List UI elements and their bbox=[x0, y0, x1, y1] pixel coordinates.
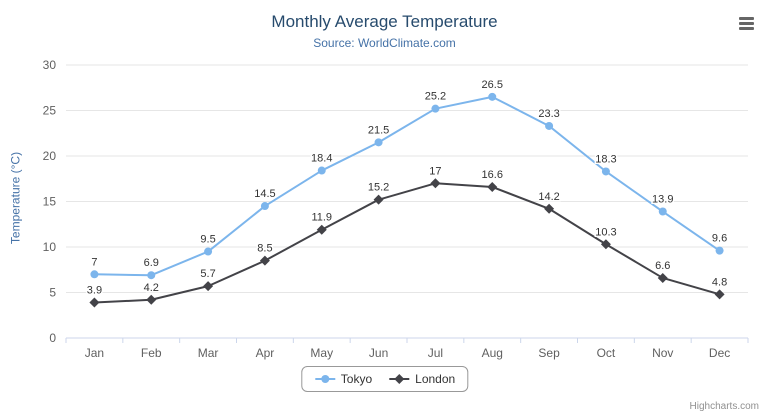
tokyo-series-line bbox=[94, 95, 721, 277]
point-london-apr[interactable] bbox=[259, 255, 270, 266]
x-axis-tick-label: Dec bbox=[709, 346, 730, 360]
data-label-tokyo-may: 18.4 bbox=[311, 153, 332, 165]
point-london-feb[interactable] bbox=[146, 294, 157, 305]
hamburger-menu-icon bbox=[735, 16, 757, 30]
point-tokyo-mar[interactable] bbox=[204, 247, 213, 256]
data-label-tokyo-jul: 25.2 bbox=[425, 91, 446, 103]
chart-subtitle: Source: WorldClimate.com bbox=[313, 36, 456, 50]
point-london-oct[interactable] bbox=[600, 239, 611, 250]
point-london-sep[interactable] bbox=[544, 203, 555, 214]
data-label-tokyo-apr: 14.5 bbox=[254, 188, 275, 200]
tokyo-legend-marker-icon bbox=[314, 375, 335, 383]
london-legend-marker-icon bbox=[389, 374, 410, 384]
point-london-jan[interactable] bbox=[89, 297, 100, 308]
data-label-tokyo-jan: 7 bbox=[91, 256, 97, 268]
point-tokyo-feb[interactable] bbox=[147, 271, 156, 280]
y-axis-tick-label: 5 bbox=[49, 286, 56, 300]
x-axis-tick-label: Oct bbox=[597, 346, 616, 360]
point-london-jul[interactable] bbox=[430, 178, 441, 189]
data-label-london-apr: 8.5 bbox=[257, 243, 272, 255]
x-axis-tick-label: Jun bbox=[369, 346, 388, 360]
y-axis-tick-label: 10 bbox=[43, 240, 57, 254]
data-label-london-jul: 17 bbox=[429, 165, 441, 177]
data-label-london-oct: 10.3 bbox=[595, 226, 616, 238]
data-label-london-may: 11.9 bbox=[311, 212, 332, 224]
x-axis-tick-label: Jan bbox=[85, 346, 104, 360]
legend-item-tokyo[interactable]: Tokyo bbox=[314, 372, 372, 386]
legend-label-london: London bbox=[415, 372, 456, 386]
legend-label-tokyo: Tokyo bbox=[340, 372, 373, 386]
x-axis-tick-label: Aug bbox=[482, 346, 503, 360]
data-label-tokyo-aug: 26.5 bbox=[482, 79, 503, 91]
chart-title: Monthly Average Temperature bbox=[271, 12, 498, 31]
data-label-london-aug: 16.6 bbox=[482, 169, 503, 181]
point-london-mar[interactable] bbox=[203, 281, 214, 292]
context-menu-button[interactable] bbox=[733, 12, 759, 34]
data-label-tokyo-feb: 6.9 bbox=[144, 257, 159, 269]
y-axis-tick-label: 30 bbox=[43, 58, 57, 72]
point-tokyo-nov[interactable] bbox=[658, 207, 667, 216]
point-london-jun[interactable] bbox=[373, 194, 384, 205]
data-label-tokyo-nov: 13.9 bbox=[652, 194, 673, 206]
data-label-tokyo-dec: 9.6 bbox=[712, 233, 727, 245]
point-tokyo-jul[interactable] bbox=[431, 104, 440, 113]
y-axis-tick-label: 15 bbox=[43, 195, 57, 209]
point-tokyo-apr[interactable] bbox=[260, 202, 269, 211]
data-label-london-mar: 5.7 bbox=[200, 268, 215, 280]
data-label-london-jan: 3.9 bbox=[87, 285, 102, 297]
data-label-london-sep: 14.2 bbox=[538, 191, 559, 203]
y-axis-tick-label: 20 bbox=[43, 149, 57, 163]
point-tokyo-may[interactable] bbox=[317, 166, 326, 175]
data-label-tokyo-jun: 21.5 bbox=[368, 124, 389, 136]
london-series-line bbox=[94, 182, 720, 304]
data-label-london-nov: 6.6 bbox=[655, 260, 670, 272]
data-label-tokyo-sep: 23.3 bbox=[538, 108, 559, 120]
data-label-london-feb: 4.2 bbox=[144, 282, 159, 294]
data-label-tokyo-mar: 9.5 bbox=[200, 234, 215, 246]
y-axis-tick-label: 25 bbox=[43, 104, 57, 118]
data-label-london-jun: 15.2 bbox=[368, 182, 389, 194]
point-tokyo-jan[interactable] bbox=[90, 270, 99, 279]
point-tokyo-dec[interactable] bbox=[715, 246, 724, 255]
point-tokyo-jun[interactable] bbox=[374, 138, 383, 147]
credits-link[interactable]: Highcharts.com bbox=[689, 401, 759, 412]
point-london-nov[interactable] bbox=[657, 272, 668, 283]
x-axis-tick-label: Feb bbox=[141, 346, 162, 360]
point-tokyo-aug[interactable] bbox=[488, 92, 497, 101]
x-axis-tick-label: Apr bbox=[256, 346, 275, 360]
x-axis-tick-label: Jul bbox=[428, 346, 443, 360]
x-axis-tick-label: May bbox=[310, 346, 333, 360]
point-london-dec[interactable] bbox=[714, 289, 725, 300]
x-axis-tick-label: Sep bbox=[538, 346, 560, 360]
x-axis-tick-label: Mar bbox=[198, 346, 219, 360]
legend-item-london[interactable]: London bbox=[388, 372, 455, 386]
point-london-may[interactable] bbox=[316, 224, 327, 235]
point-tokyo-oct[interactable] bbox=[601, 167, 610, 176]
point-london-aug[interactable] bbox=[487, 181, 498, 192]
data-label-tokyo-oct: 18.3 bbox=[595, 153, 616, 165]
legend: Tokyo London bbox=[300, 366, 469, 392]
data-label-london-dec: 4.8 bbox=[712, 276, 727, 288]
x-axis-tick-label: Nov bbox=[652, 346, 673, 360]
point-tokyo-sep[interactable] bbox=[545, 121, 554, 130]
y-axis-tick-label: 0 bbox=[49, 331, 56, 345]
